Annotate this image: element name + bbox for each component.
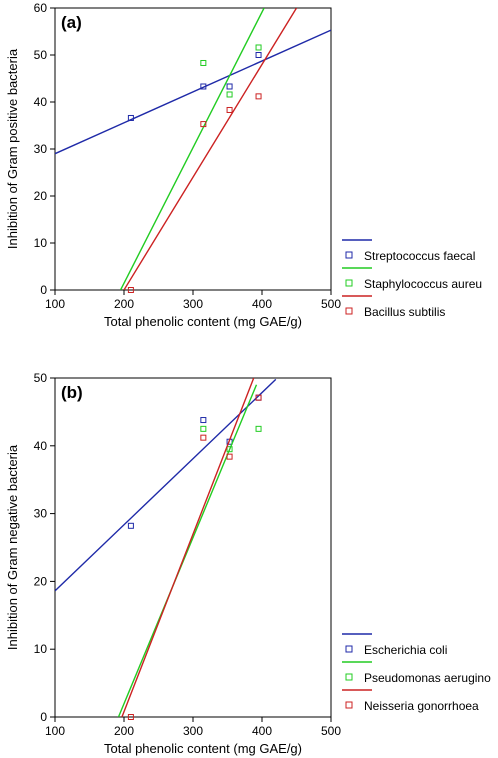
panel-b-x-tick-label: 300 xyxy=(183,724,203,738)
panel-a-y-tick-label: 10 xyxy=(34,236,48,250)
panel-b-label: (b) xyxy=(61,383,83,402)
panel-b-series-1-point xyxy=(200,417,207,424)
panel-a-series-3-legend-marker xyxy=(345,307,353,315)
panel-b-series-3-point xyxy=(255,394,262,401)
panel-a-x-tick-label: 200 xyxy=(114,297,134,311)
panel-b-series-3-point xyxy=(200,434,207,441)
panel-a-series-2-point xyxy=(226,91,233,98)
panel-a-series-2-fit-line xyxy=(119,8,265,290)
panel-a-series-2-legend-marker xyxy=(345,279,353,287)
panel-b-series-2-fit-line xyxy=(117,384,258,717)
panel-b-y-axis-label: Inhibition of Gram negative bacteria xyxy=(5,444,20,650)
panel-a-x-tick-label: 100 xyxy=(45,297,65,311)
panel-a-series-1-fit-line xyxy=(55,29,331,155)
panel-a-series-1-point xyxy=(255,52,262,58)
panel-a-series-3-point xyxy=(226,106,233,113)
panel-a-label: (a) xyxy=(61,13,82,32)
panel-b-series-2-point xyxy=(226,446,233,453)
panel-a-series-2-point xyxy=(200,59,207,66)
panel-a-series-2-point xyxy=(255,44,262,51)
panel-a-series-1-legend-label: Streptococcus faecal xyxy=(364,249,475,263)
panel-a-x-axis-label: Total phenolic content (mg GAE/g) xyxy=(104,314,302,329)
panel-a-y-axis-label: Inhibition of Gram positive bacteria xyxy=(5,48,20,249)
panel-a-x-tick-label: 500 xyxy=(321,297,341,311)
panel-b-series-3-legend-marker xyxy=(345,701,353,709)
panel-a-series-1-point xyxy=(127,114,134,121)
panel-b-series-2-point xyxy=(255,425,262,432)
panel-a-y-tick-label: 50 xyxy=(34,48,48,62)
panel-a-series-3-point xyxy=(200,121,207,128)
panel-b-series-3-point xyxy=(226,453,233,460)
panel-a-y-tick-label: 40 xyxy=(34,95,48,109)
panel-b-y-tick-label: 20 xyxy=(34,574,48,588)
panel-a-series-3-legend-label: Bacillus subtilis xyxy=(364,305,445,319)
panel-b-y-tick-label: 10 xyxy=(34,642,48,656)
panel-a-series-3-point xyxy=(255,93,262,100)
panel-a-y-tick-label: 60 xyxy=(34,1,48,15)
panel-a-series-1-legend-marker xyxy=(345,251,353,259)
panel-a-series-3-fit-line xyxy=(123,8,298,290)
panel-b-series-2-legend-label: Pseudomonas aerugino xyxy=(364,671,491,685)
panel-b-y-tick-label: 0 xyxy=(40,710,47,724)
panel-b-series-3-legend-label: Neisseria gonorrhoea xyxy=(364,699,479,713)
panel-b-y-tick-label: 50 xyxy=(34,371,48,385)
panel-a-series-3-point xyxy=(127,287,134,293)
panel-b-x-tick-label: 200 xyxy=(114,724,134,738)
panel-b-x-axis-label: Total phenolic content (mg GAE/g) xyxy=(104,741,302,756)
panel-b-series-1-point xyxy=(127,522,134,529)
panel-b-x-tick-label: 100 xyxy=(45,724,65,738)
panel-b-series-1-legend-marker xyxy=(345,645,353,653)
panel-b-y-tick-label: 40 xyxy=(34,439,48,453)
panel-b-series-2-point xyxy=(200,425,207,432)
panel-b-series-1-legend-label: Escherichia coli xyxy=(364,643,447,657)
panel-b-series-3-fit-line xyxy=(121,378,255,717)
panel-a-y-tick-label: 20 xyxy=(34,189,48,203)
panel-a-y-tick-label: 0 xyxy=(40,283,47,297)
panel-b-plot-frame xyxy=(54,377,332,718)
panel-b-y-tick-label: 30 xyxy=(34,507,48,521)
panel-a-x-tick-label: 300 xyxy=(183,297,203,311)
panel-b-series-2-legend-marker xyxy=(345,673,353,681)
panel-b-x-tick-label: 500 xyxy=(321,724,341,738)
panel-a-series-1-point xyxy=(226,83,233,90)
panel-a-series-1-point xyxy=(200,83,207,90)
panel-a-series-2-legend-label: Staphylococcus aureu xyxy=(364,277,482,291)
panel-b-x-tick-label: 400 xyxy=(252,724,272,738)
panel-a-y-tick-label: 30 xyxy=(34,142,48,156)
panel-b-series-1-fit-line xyxy=(55,378,277,592)
panel-a-x-tick-label: 400 xyxy=(252,297,272,311)
panel-b-series-3-point xyxy=(127,714,134,720)
